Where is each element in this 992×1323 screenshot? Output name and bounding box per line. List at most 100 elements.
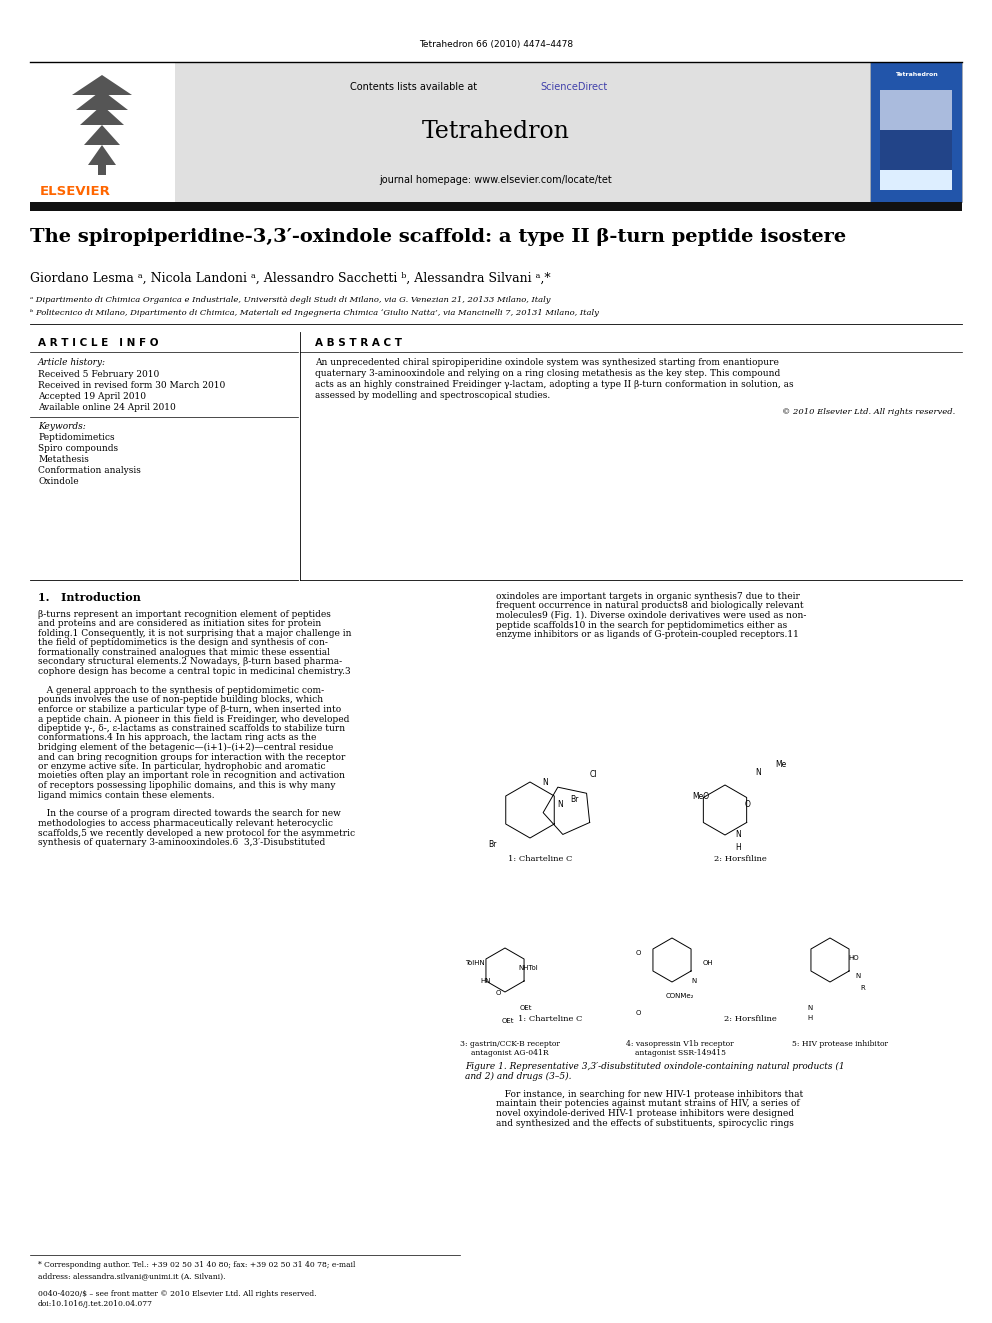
FancyBboxPatch shape (30, 62, 175, 202)
Polygon shape (76, 90, 128, 110)
Text: acts as an highly constrained Freidinger γ-lactam, adopting a type II β-turn con: acts as an highly constrained Freidinger… (315, 380, 794, 389)
Text: Accepted 19 April 2010: Accepted 19 April 2010 (38, 392, 146, 401)
Text: 5: HIV protease inhibitor: 5: HIV protease inhibitor (792, 1040, 888, 1048)
Text: antagonist AG-041R: antagonist AG-041R (471, 1049, 549, 1057)
Text: H: H (807, 1015, 812, 1021)
Text: HN: HN (480, 978, 490, 984)
Text: and can bring recognition groups for interaction with the receptor: and can bring recognition groups for int… (38, 753, 345, 762)
Polygon shape (84, 124, 120, 146)
Text: 1: Charteline C: 1: Charteline C (508, 855, 572, 863)
Text: cophore design has become a central topic in medicinal chemistry.3: cophore design has become a central topi… (38, 667, 350, 676)
Text: moieties often play an important role in recognition and activation: moieties often play an important role in… (38, 771, 345, 781)
Text: conformations.4 In his approach, the lactam ring acts as the: conformations.4 In his approach, the lac… (38, 733, 316, 742)
Text: N: N (855, 972, 860, 979)
Text: For instance, in searching for new HIV-1 protease inhibitors that: For instance, in searching for new HIV-1… (496, 1090, 804, 1099)
Text: N: N (558, 800, 562, 808)
Text: ELSEVIER: ELSEVIER (40, 185, 111, 198)
Text: enforce or stabilize a particular type of β-turn, when inserted into: enforce or stabilize a particular type o… (38, 705, 341, 714)
Text: Conformation analysis: Conformation analysis (38, 466, 141, 475)
Text: ligand mimics contain these elements.: ligand mimics contain these elements. (38, 791, 214, 799)
Text: The spiropiperidine-3,3′-oxindole scaffold: a type II β-turn peptide isostere: The spiropiperidine-3,3′-oxindole scaffo… (30, 228, 846, 246)
Text: O: O (635, 950, 641, 957)
Text: ScienceDirect: ScienceDirect (540, 82, 607, 93)
Text: Peptidomimetics: Peptidomimetics (38, 433, 115, 442)
Text: An unprecedented chiral spiropiperidine oxindole system was synthesized starting: An unprecedented chiral spiropiperidine … (315, 359, 779, 366)
Text: Metathesis: Metathesis (38, 455, 89, 464)
Text: and proteins and are considered as initiation sites for protein: and proteins and are considered as initi… (38, 619, 321, 628)
Text: N: N (691, 978, 696, 984)
Text: 2: Horsfiline: 2: Horsfiline (713, 855, 767, 863)
Text: Me: Me (775, 759, 787, 769)
Text: 1.   Introduction: 1. Introduction (38, 591, 141, 603)
Text: secondary structural elements.2 Nowadays, β-turn based pharma-: secondary structural elements.2 Nowadays… (38, 658, 342, 667)
Polygon shape (72, 75, 132, 95)
Text: and synthesized and the effects of substituents, spirocyclic rings: and synthesized and the effects of subst… (496, 1118, 794, 1127)
Text: N: N (807, 1005, 812, 1011)
Text: antagonist SSR-149415: antagonist SSR-149415 (635, 1049, 725, 1057)
Text: N: N (542, 778, 548, 787)
Text: β-turns represent an important recognition element of peptides: β-turns represent an important recogniti… (38, 610, 331, 619)
Text: synthesis of quaternary 3-aminooxindoles.6  3,3′-Disubstituted: synthesis of quaternary 3-aminooxindoles… (38, 837, 325, 847)
Text: molecules9 (Fig. 1). Diverse oxindole derivatives were used as non-: molecules9 (Fig. 1). Diverse oxindole de… (496, 611, 806, 620)
Text: journal homepage: www.elsevier.com/locate/tet: journal homepage: www.elsevier.com/locat… (380, 175, 612, 185)
Text: Oxindole: Oxindole (38, 478, 78, 486)
Polygon shape (98, 165, 106, 175)
Text: R: R (860, 986, 865, 991)
Text: Article history:: Article history: (38, 359, 106, 366)
Text: the field of peptidomimetics is the design and synthesis of con-: the field of peptidomimetics is the desi… (38, 639, 328, 647)
Text: novel oxyindole-derived HIV-1 protease inhibitors were designed: novel oxyindole-derived HIV-1 protease i… (496, 1109, 794, 1118)
Text: Received in revised form 30 March 2010: Received in revised form 30 March 2010 (38, 381, 225, 390)
Text: O: O (635, 1009, 641, 1016)
Text: dipeptide γ-, δ-, ε-lactams as constrained scaffolds to stabilize turn: dipeptide γ-, δ-, ε-lactams as constrain… (38, 724, 345, 733)
Text: folding.1 Consequently, it is not surprising that a major challenge in: folding.1 Consequently, it is not surpri… (38, 628, 351, 638)
Text: peptide scaffolds10 in the search for peptidomimetics either as: peptide scaffolds10 in the search for pe… (496, 620, 788, 630)
Text: 1: Charteline C: 1: Charteline C (518, 1015, 582, 1023)
Text: 0040-4020/$ – see front matter © 2010 Elsevier Ltd. All rights reserved.: 0040-4020/$ – see front matter © 2010 El… (38, 1290, 316, 1298)
Text: TolHN: TolHN (465, 960, 485, 966)
Text: Available online 24 April 2010: Available online 24 April 2010 (38, 404, 176, 411)
Text: CONMe₂: CONMe₂ (666, 994, 694, 999)
Text: H: H (735, 843, 741, 852)
Text: doi:10.1016/j.tet.2010.04.077: doi:10.1016/j.tet.2010.04.077 (38, 1301, 153, 1308)
Text: 2: Horsfiline: 2: Horsfiline (723, 1015, 777, 1023)
FancyBboxPatch shape (880, 90, 952, 130)
Text: quaternary 3-aminooxindole and relying on a ring closing metathesis as the key s: quaternary 3-aminooxindole and relying o… (315, 369, 781, 378)
Text: Contents lists available at: Contents lists available at (350, 82, 480, 93)
Text: * Corresponding author. Tel.: +39 02 50 31 40 80; fax: +39 02 50 31 40 78; e-mai: * Corresponding author. Tel.: +39 02 50 … (38, 1261, 355, 1269)
FancyBboxPatch shape (880, 169, 952, 191)
Polygon shape (88, 146, 116, 165)
Text: or enzyme active site. In particular, hydrophobic and aromatic: or enzyme active site. In particular, hy… (38, 762, 325, 771)
Text: N: N (735, 830, 741, 839)
Text: Giordano Lesma ᵃ, Nicola Landoni ᵃ, Alessandro Sacchetti ᵇ, Alessandra Silvani ᵃ: Giordano Lesma ᵃ, Nicola Landoni ᵃ, Ales… (30, 273, 551, 284)
Text: 3: gastrin/CCK-B receptor: 3: gastrin/CCK-B receptor (460, 1040, 559, 1048)
Polygon shape (80, 105, 124, 124)
Text: of receptors possessing lipophilic domains, and this is why many: of receptors possessing lipophilic domai… (38, 781, 335, 790)
Text: A B S T R A C T: A B S T R A C T (315, 337, 402, 348)
Text: Keywords:: Keywords: (38, 422, 85, 431)
Text: Tetrahedron: Tetrahedron (895, 71, 937, 77)
Text: 4: vasopressin V1b receptor: 4: vasopressin V1b receptor (626, 1040, 734, 1048)
Text: ᵇ Politecnico di Milano, Dipartimento di Chimica, Materiali ed Ingegneria Chimic: ᵇ Politecnico di Milano, Dipartimento di… (30, 310, 599, 318)
Text: ᵃ Dipartimento di Chimica Organica e Industriale, Università degli Studi di Mila: ᵃ Dipartimento di Chimica Organica e Ind… (30, 296, 551, 304)
Text: formationally constrained analogues that mimic these essential: formationally constrained analogues that… (38, 648, 330, 658)
Text: N: N (755, 767, 761, 777)
Text: a peptide chain. A pioneer in this field is Freidinger, who developed: a peptide chain. A pioneer in this field… (38, 714, 349, 724)
FancyBboxPatch shape (30, 62, 962, 202)
Text: oxindoles are important targets in organic synthesis7 due to their: oxindoles are important targets in organ… (496, 591, 800, 601)
Text: pounds involves the use of non-peptide building blocks, which: pounds involves the use of non-peptide b… (38, 696, 323, 705)
Text: address: alessandra.silvani@unimi.it (A. Silvani).: address: alessandra.silvani@unimi.it (A.… (38, 1271, 225, 1279)
Text: Received 5 February 2010: Received 5 February 2010 (38, 370, 160, 378)
Text: frequent occurrence in natural products8 and biologically relevant: frequent occurrence in natural products8… (496, 602, 804, 610)
Text: Spiro compounds: Spiro compounds (38, 445, 118, 452)
Text: OEt: OEt (520, 1005, 533, 1011)
Text: Figure 1. Representative 3,3′-disubstituted oxindole-containing natural products: Figure 1. Representative 3,3′-disubstitu… (465, 1062, 844, 1072)
Text: assessed by modelling and spectroscopical studies.: assessed by modelling and spectroscopica… (315, 392, 551, 400)
Text: Br: Br (488, 840, 496, 849)
Text: HO: HO (848, 955, 859, 960)
Text: Tetrahedron: Tetrahedron (422, 120, 570, 143)
Text: NHTol: NHTol (518, 964, 538, 971)
FancyBboxPatch shape (30, 202, 962, 210)
FancyBboxPatch shape (870, 62, 962, 202)
Text: bridging element of the betagenic—(i+1)–(i+2)—central residue: bridging element of the betagenic—(i+1)–… (38, 744, 333, 751)
Text: Br: Br (570, 795, 578, 804)
